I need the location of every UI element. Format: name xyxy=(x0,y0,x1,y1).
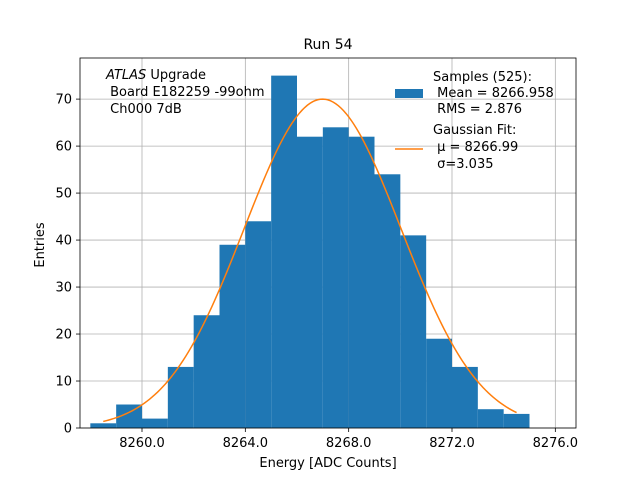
histogram-bar-8 xyxy=(297,136,323,428)
histogram-bar-15 xyxy=(477,409,504,428)
y-tick-label-3: 30 xyxy=(55,281,72,296)
histogram-bar-9 xyxy=(322,127,349,429)
histogram-bar-13 xyxy=(426,338,452,428)
x-tick-label-0: 8260.0 xyxy=(119,436,165,451)
y-tick-label-0: 0 xyxy=(64,422,72,437)
legend-swatch-samples xyxy=(395,89,423,98)
histogram-bars xyxy=(90,75,530,429)
histogram-bar-12 xyxy=(400,235,427,428)
histogram-bar-7 xyxy=(271,75,297,428)
histogram-bar-3 xyxy=(167,366,194,428)
y-tick-label-5: 50 xyxy=(55,187,72,202)
x-tick-label-1: 8264.0 xyxy=(223,436,269,451)
histogram-bar-16 xyxy=(503,413,530,428)
legend-samples-line1: Samples (525): xyxy=(433,70,532,85)
legend-samples-line2: Mean = 8266.958 xyxy=(433,86,554,101)
histogram-bar-10 xyxy=(348,136,375,428)
x-tick-label-2: 8268.0 xyxy=(326,436,372,451)
board-label: Board E182259 -99ohm xyxy=(106,85,265,100)
gaussian-fit-curve xyxy=(103,98,517,423)
histogram-bar-0 xyxy=(90,423,117,428)
histogram-bar-2 xyxy=(142,418,168,428)
plot-frame xyxy=(79,57,577,429)
histogram-bar-1 xyxy=(116,404,142,428)
histogram-bar-4 xyxy=(193,315,220,428)
y-tick-label-1: 10 xyxy=(55,375,72,390)
legend-samples-line3: RMS = 2.876 xyxy=(433,102,522,117)
upgrade-label: Upgrade xyxy=(146,68,206,83)
y-tick-label-7: 70 xyxy=(55,93,72,108)
y-axis-ticks: 0 10 20 30 40 50 60 70 xyxy=(55,93,80,437)
atlas-annotation: ATLAS Upgrade Board E182259 -99ohm Ch000… xyxy=(105,68,265,117)
legend-fit-line2: μ = 8266.99 xyxy=(433,140,518,155)
legend-fit-line3: σ=3.035 xyxy=(433,157,493,172)
x-tick-label-4: 8276.0 xyxy=(533,436,579,451)
svg-text:ATLAS Upgrade: ATLAS Upgrade xyxy=(105,68,206,83)
histogram-bar-6 xyxy=(245,221,272,428)
y-tick-label-4: 40 xyxy=(55,234,72,249)
histogram-bar-11 xyxy=(374,174,401,428)
x-tick-label-3: 8272.0 xyxy=(429,436,475,451)
chart-title: Run 54 xyxy=(303,37,352,53)
y-tick-label-6: 60 xyxy=(55,140,72,155)
y-axis-label: Entries xyxy=(33,222,48,268)
legend-fit-line1: Gaussian Fit: xyxy=(433,123,516,138)
legend: Samples (525): Mean = 8266.958 RMS = 2.8… xyxy=(395,70,554,172)
x-axis-ticks: 8260.0 8264.0 8268.0 8272.0 8276.0 xyxy=(119,428,578,451)
atlas-label: ATLAS xyxy=(105,68,146,83)
histogram-bar-5 xyxy=(219,244,246,428)
channel-label: Ch000 7dB xyxy=(106,102,182,117)
x-axis-label: Energy [ADC Counts] xyxy=(259,456,396,471)
y-tick-label-2: 20 xyxy=(55,328,72,343)
